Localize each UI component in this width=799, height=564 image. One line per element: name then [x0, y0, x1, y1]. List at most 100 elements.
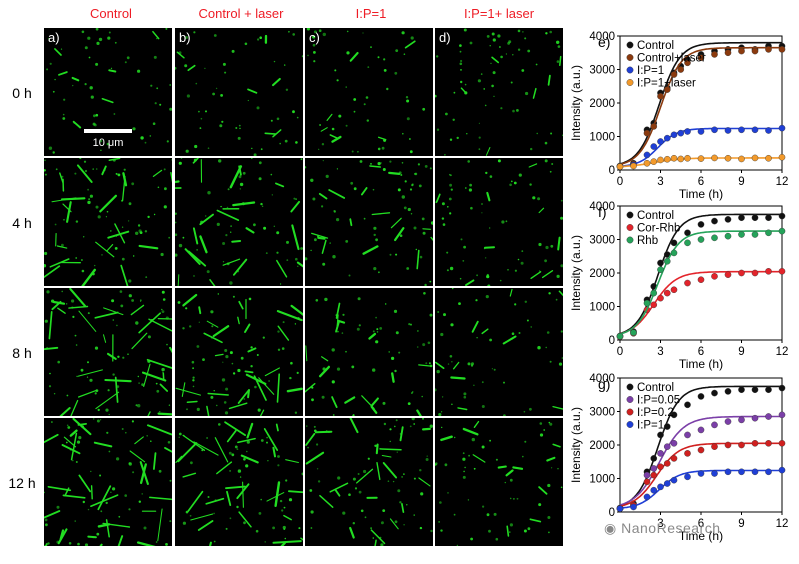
micrograph-panel	[435, 158, 563, 286]
fluorescence-image	[435, 420, 563, 546]
data-point	[697, 393, 705, 400]
data-point	[765, 413, 772, 420]
legend-marker	[626, 408, 634, 416]
chart-panel-g: 0 1000 2000 3000 4000 3 6 9 12 Time (h) Intensity …	[569, 373, 789, 543]
legend-entry: Control	[637, 382, 674, 394]
micrograph-panel	[175, 158, 303, 286]
data-point	[697, 276, 705, 283]
data-point	[751, 154, 759, 162]
data-point	[778, 440, 786, 447]
data-point	[724, 216, 732, 223]
data-point	[684, 229, 691, 237]
data-point	[684, 401, 691, 409]
row-label-4h: 4 h	[12, 215, 32, 231]
data-point	[711, 389, 718, 397]
data-point	[650, 455, 658, 462]
x-axis-label: Time (h)	[679, 187, 723, 201]
x-tick-label: 12	[776, 518, 789, 530]
data-point	[765, 268, 772, 275]
fluorescence-image	[435, 159, 563, 286]
data-point	[765, 468, 772, 476]
data-point	[711, 126, 718, 134]
data-point	[765, 127, 772, 134]
data-point	[657, 463, 664, 471]
data-point	[724, 127, 732, 134]
data-point	[657, 431, 664, 439]
x-tick-label: 6	[698, 518, 704, 530]
data-point	[643, 151, 651, 159]
data-point	[751, 47, 759, 55]
x-axis-label: Time (h)	[679, 529, 723, 543]
data-point	[663, 480, 671, 487]
chart-panel-letter: g)	[598, 376, 610, 392]
x-tick-label: 9	[738, 176, 744, 188]
y-tick-label: 1000	[589, 302, 615, 314]
chart-panel-e: 0 1000 2000 3000 4000 0 3 6 9 12 Time (h) Intensity…	[569, 31, 788, 201]
y-axis-label: Intensity (a.u.)	[569, 235, 583, 311]
data-point	[738, 47, 745, 55]
data-point	[670, 154, 678, 162]
data-point	[684, 154, 691, 162]
chart-panel-letter: f)	[598, 204, 607, 220]
data-point	[778, 268, 786, 275]
x-tick-label: 3	[657, 176, 663, 188]
data-point	[697, 446, 705, 454]
micrograph-panel: d)	[435, 28, 563, 156]
data-point	[724, 468, 732, 476]
data-point	[738, 214, 745, 222]
wechat-icon: ◉	[604, 520, 617, 536]
y-tick-label: 1000	[589, 132, 615, 144]
data-point	[711, 154, 718, 162]
fluorescence-image	[175, 30, 303, 156]
data-point	[663, 134, 671, 142]
data-point	[650, 486, 658, 494]
data-point	[663, 443, 671, 450]
data-point	[643, 299, 651, 307]
legend-marker	[626, 236, 634, 244]
fluorescence-image	[305, 292, 433, 416]
fluorescence-image	[44, 158, 172, 286]
data-point	[765, 386, 772, 394]
data-point	[650, 123, 658, 130]
data-point	[697, 426, 705, 434]
fluorescence-image	[175, 421, 303, 546]
legend-entry: I:P=0.2	[637, 407, 674, 419]
x-tick-label: 12	[776, 346, 789, 358]
data-point	[657, 294, 664, 302]
row-label-8h: 8 h	[12, 345, 32, 361]
legend-marker	[626, 41, 634, 49]
y-axis-label: Intensity (a.u.)	[569, 407, 583, 483]
y-axis-label: Intensity (a.u.)	[569, 65, 583, 141]
data-point	[697, 54, 705, 62]
data-point	[751, 269, 759, 277]
data-point	[724, 232, 732, 240]
data-point	[711, 421, 718, 429]
legend-marker	[626, 224, 634, 231]
data-point	[670, 286, 678, 294]
fluorescence-image	[44, 418, 172, 546]
data-point	[616, 333, 624, 340]
data-point	[684, 473, 691, 481]
legend-marker	[626, 383, 634, 391]
legend-entry: Rhb	[637, 235, 658, 247]
data-point	[738, 231, 745, 238]
data-point	[670, 131, 678, 139]
y-tick-label: 4000	[589, 31, 615, 43]
micrograph-panel: c)	[305, 28, 433, 156]
chart-panel-f: 0 1000 2000 3000 4000 0 3 6 9 12 Time (h) Intensity…	[569, 201, 789, 371]
panel-letter: a)	[48, 30, 60, 45]
data-point	[657, 93, 664, 100]
data-point	[684, 59, 691, 67]
legend-entry: I:P=1	[637, 65, 664, 77]
panel-letter: b)	[179, 30, 191, 45]
y-tick-label: 4000	[589, 201, 615, 213]
micrograph-panel	[44, 418, 172, 546]
x-tick-label: 9	[738, 346, 744, 358]
y-tick-label: 0	[609, 165, 615, 177]
data-point	[751, 214, 759, 222]
data-point	[650, 158, 658, 165]
data-point	[657, 483, 664, 491]
data-point	[650, 289, 658, 297]
micrograph-panel	[305, 158, 433, 286]
legend-entry: I:P=1	[637, 420, 664, 432]
